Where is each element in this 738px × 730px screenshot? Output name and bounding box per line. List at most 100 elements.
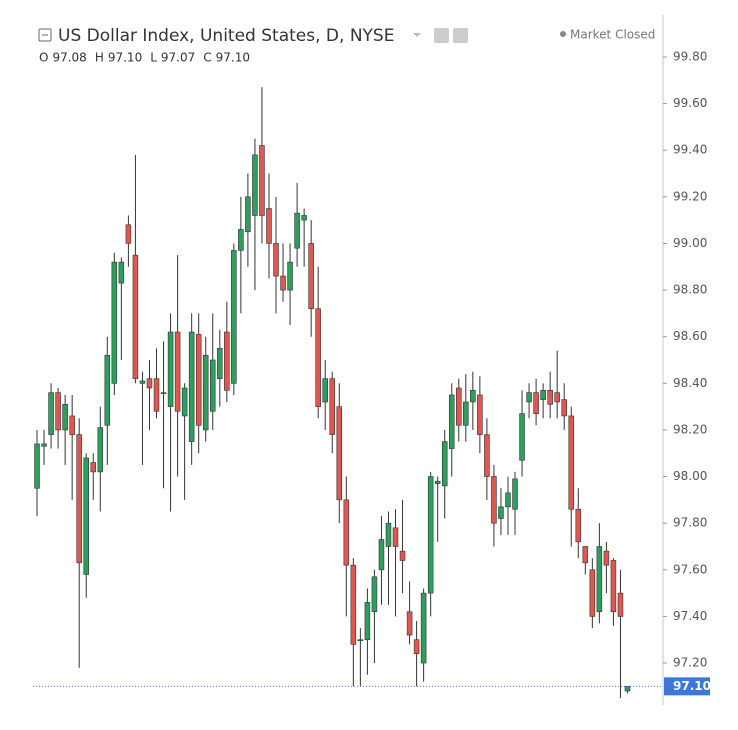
candle-body [76, 434, 82, 564]
candle-body [505, 492, 511, 508]
dropdown-arrow[interactable] [413, 33, 421, 37]
ohlc-legend: O 97.08 H 97.10 L 97.07 C 97.10 [39, 51, 250, 65]
y-tick-label: 98.00 [673, 469, 707, 483]
candle-body [181, 387, 188, 417]
y-tick-label: 99.40 [673, 143, 707, 157]
collapse-icon[interactable] [38, 28, 52, 42]
legend-key: O [39, 51, 48, 65]
candle-body [463, 401, 469, 426]
candle-body [266, 208, 272, 244]
candle-body [448, 394, 455, 449]
candle-body [132, 254, 139, 379]
candle-body [610, 560, 617, 613]
candle-body [97, 427, 104, 473]
candle-body [336, 406, 343, 501]
candle-body [104, 355, 111, 426]
candle-body [48, 392, 54, 435]
candle-body [406, 611, 413, 636]
legend-value: 97.10 [216, 51, 250, 65]
candle-body [519, 413, 525, 461]
legend-key: C [203, 51, 211, 65]
candle-body [589, 569, 596, 617]
candle-body [434, 480, 441, 484]
y-tick-label: 99.60 [673, 96, 707, 110]
candle-body [329, 378, 336, 435]
candle-body [231, 250, 237, 384]
candle-body [280, 275, 286, 291]
candle-body [413, 639, 420, 655]
market-status: Market Closed [570, 28, 655, 42]
candle-body [174, 331, 181, 412]
candle-body [153, 378, 160, 412]
candle-body [308, 243, 314, 310]
candle-body [364, 602, 371, 641]
candle-body [568, 415, 575, 510]
candle-body [294, 212, 300, 249]
candle-body [160, 392, 167, 394]
candle-body [209, 359, 216, 412]
candle-body [582, 546, 589, 564]
candle-body [484, 434, 490, 477]
candle-body [202, 355, 209, 431]
candle-body [273, 243, 279, 277]
candle-body [139, 380, 146, 384]
candle-body [392, 527, 399, 547]
candle-body [371, 576, 378, 613]
candle-body [470, 390, 476, 403]
candle-body [603, 550, 610, 566]
candle-body [238, 229, 244, 251]
candle-body [350, 564, 357, 645]
candle-body [90, 462, 97, 473]
y-tick-label: 98.40 [673, 376, 707, 390]
candle-body [441, 441, 448, 487]
settings-button[interactable] [453, 28, 468, 43]
candle-body [118, 261, 125, 284]
candle-body [533, 392, 539, 414]
candle-body [385, 522, 392, 547]
candle-body [83, 457, 89, 575]
candle-body [322, 378, 328, 403]
candle-body [491, 476, 497, 524]
candle-body [34, 443, 40, 489]
candle-body [69, 415, 75, 435]
candle-body [596, 546, 603, 613]
candle-body [547, 390, 553, 405]
legend-value: 97.07 [161, 51, 195, 65]
legend-value: 97.10 [108, 51, 142, 65]
y-tick-label: 97.80 [673, 516, 707, 530]
candle-body [343, 499, 350, 566]
candle-body [420, 592, 427, 664]
y-tick-label: 98.20 [673, 422, 707, 436]
candle-body [188, 331, 195, 442]
candle-body [357, 639, 364, 642]
candle-body [399, 550, 406, 561]
candle-body [217, 348, 223, 379]
candle-body [167, 331, 174, 407]
candle-body [554, 392, 560, 403]
y-tick-label: 98.60 [673, 329, 707, 343]
eye-button[interactable] [434, 28, 449, 43]
legend-value: 97.08 [52, 51, 86, 65]
legend-key: H [95, 51, 104, 65]
status-dot [560, 31, 566, 37]
candle-body [125, 224, 132, 244]
candle-body [378, 539, 385, 571]
candle-body [512, 478, 518, 510]
candle-body [41, 443, 47, 447]
candle-body [315, 308, 321, 407]
chart-title: US Dollar Index, United States, D, NYSE [58, 26, 394, 46]
last-price-label: 97.10 [673, 679, 711, 693]
candle-body [301, 215, 307, 221]
candle-body [62, 403, 68, 431]
candle-body [561, 399, 567, 417]
candle-body [540, 390, 546, 400]
candle-body [252, 154, 258, 216]
y-tick-label: 99.20 [673, 189, 707, 203]
candle-body [427, 476, 434, 594]
candle-body [111, 261, 118, 384]
candle-body [456, 387, 462, 426]
candle-body [575, 508, 582, 543]
candle-body [224, 331, 230, 391]
candle-body [526, 392, 532, 403]
candle-body [498, 506, 504, 519]
